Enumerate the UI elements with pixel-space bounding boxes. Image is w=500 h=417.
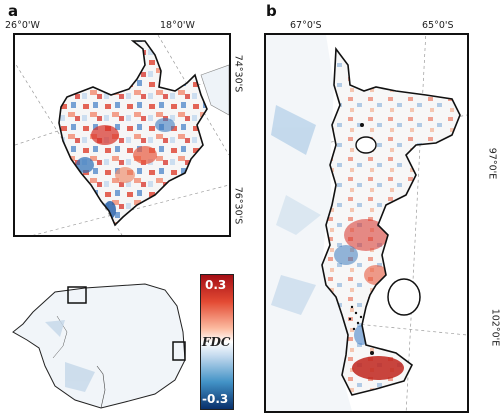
panel-b-coast-shading <box>271 105 321 315</box>
panel-b-map-svg <box>266 35 467 411</box>
panel-a-map-svg <box>15 35 229 235</box>
panel-a-label: a <box>8 2 19 20</box>
panel-b-small-islands <box>348 305 363 331</box>
colorbar-title: FDC <box>202 335 231 349</box>
colorbar-min-label: -0.3 <box>202 392 229 406</box>
panel-a-lon-left-label: 26°0'W <box>5 20 40 31</box>
overview-box-panel-b <box>172 341 186 361</box>
antarctica-overview-map <box>5 262 195 412</box>
overview-box-panel-a <box>67 286 87 304</box>
panel-b-lat-left-label: 67°0'S <box>290 20 322 31</box>
panel-a-map <box>13 33 231 237</box>
panel-b-lat-right-label: 65°0'S <box>422 20 454 31</box>
panel-b-label: b <box>266 2 277 20</box>
panel-b-map <box>264 33 469 413</box>
panel-a-fdc-field <box>59 41 207 225</box>
panel-b-lon-bottom-label: 102°0'E <box>489 308 500 347</box>
panel-a-lat-bottom-label: 76°30'S <box>232 186 244 225</box>
antarctica-overview-shading <box>45 320 95 392</box>
panel-a-lon-right-label: 18°0'W <box>160 20 195 31</box>
fdc-colorbar <box>200 274 234 410</box>
panel-a-lat-top-label: 74°30'S <box>232 54 244 93</box>
antarctica-overview-svg <box>12 283 186 409</box>
panel-b-lon-top-label: 97°0'E <box>486 147 498 180</box>
colorbar-max-label: 0.3 <box>205 278 227 292</box>
